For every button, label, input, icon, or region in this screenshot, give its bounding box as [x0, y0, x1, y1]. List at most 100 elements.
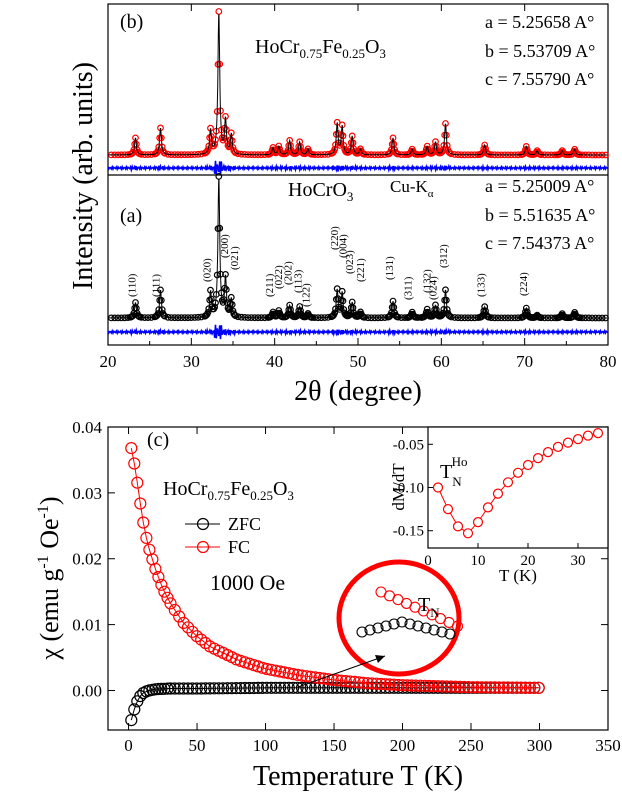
fc-point — [523, 681, 537, 694]
fc-point — [471, 681, 484, 694]
zfc-point — [260, 681, 273, 694]
mag-y-tick-label: 0.03 — [72, 484, 102, 503]
inset-point — [482, 502, 494, 513]
fc-point — [131, 476, 144, 489]
fc-point — [405, 679, 418, 692]
fc-point — [440, 680, 453, 693]
zoom-data — [356, 586, 464, 640]
miller-index-label: (133) — [476, 273, 488, 297]
zfc-point — [256, 681, 269, 695]
fc-point — [387, 678, 401, 691]
zfc-point — [225, 682, 238, 695]
mag-x-tick-label: 200 — [390, 736, 416, 755]
inset-x-label: T (K) — [499, 566, 537, 585]
zfc-point — [221, 682, 234, 695]
fc-point — [295, 669, 309, 682]
miller-index-label: (110) — [127, 273, 139, 297]
xrd-x-axis-label: 2θ (degree) — [294, 376, 422, 407]
inset-point — [552, 441, 564, 452]
tn-main: T — [418, 594, 430, 616]
mag-y-tick-label: 0.01 — [72, 616, 102, 635]
panel-a-observed-point — [204, 309, 212, 316]
inset-ticks: 0 10 20 30 -0.05 -0.10 -0.15 — [393, 437, 586, 569]
compound-c-sub1: 0.75 — [207, 488, 230, 503]
legend: ZFC FC — [185, 514, 261, 557]
fc-point — [462, 680, 475, 694]
inset-point — [502, 477, 514, 488]
fc-point — [519, 681, 532, 694]
inset-point — [472, 516, 484, 528]
susceptibility-plot: 0 50 100 150 200 250 300 3500.000.010.020.030.0… — [35, 418, 621, 792]
legend-fc-label: FC — [228, 537, 250, 557]
fc-point — [274, 665, 287, 678]
zfc-point — [128, 703, 141, 716]
zfc-point — [155, 682, 168, 696]
zfc-point — [238, 681, 252, 695]
inset-data — [432, 428, 604, 539]
panel-b-label: (b) — [120, 11, 143, 33]
inset-tn-sup: Ho — [452, 454, 468, 469]
zfc-point — [234, 681, 247, 695]
panel-b-observed-point — [481, 141, 489, 149]
panel-c-compound: HoCr0.75Fe0.25O3 — [163, 478, 294, 503]
compound-c-sub3: 3 — [287, 488, 294, 503]
miller-index-label: (122) — [301, 283, 313, 307]
zoom-zfc-point — [436, 626, 448, 638]
lattice-b-c: c = 7.55790 A° — [485, 69, 594, 89]
legend-zfc-label: ZFC — [228, 514, 261, 534]
zfc-point — [190, 682, 203, 695]
fc-point — [287, 667, 300, 681]
radiation-main: Cu-K — [390, 177, 429, 196]
zfc-point — [243, 681, 256, 695]
zoom-arrow-line — [297, 655, 386, 688]
fc-point — [379, 678, 392, 691]
compound-b-sub1: 0.75 — [299, 46, 322, 61]
fc-point — [383, 678, 396, 691]
fc-point — [152, 570, 165, 584]
xrd-x-tick-label: 70 — [516, 352, 533, 371]
zfc-point — [252, 681, 265, 695]
miller-index-label: (020) — [202, 258, 214, 282]
fc-point — [449, 680, 462, 693]
panel-b-observed-point — [154, 147, 162, 155]
miller-index-label: (022) — [273, 265, 285, 289]
panel-b-observed-point — [432, 138, 439, 146]
inset-point — [432, 482, 444, 493]
tn-label: TN — [418, 594, 440, 620]
inset-point — [492, 488, 504, 499]
fc-point — [501, 681, 515, 694]
fc-point — [414, 679, 427, 692]
fc-point — [344, 675, 357, 688]
zfc-point — [177, 682, 190, 695]
fc-point — [488, 681, 501, 694]
fc-point — [396, 679, 409, 692]
fc-point — [497, 681, 510, 694]
fc-point — [309, 671, 322, 684]
fc-point — [480, 681, 493, 694]
zfc-point — [164, 682, 177, 695]
panel-b-difference-line — [107, 160, 609, 176]
panel-a-observed-point — [134, 312, 142, 319]
zfc-point — [199, 682, 212, 695]
panel-a-observed-point — [161, 312, 169, 320]
zfc-point — [186, 682, 199, 695]
zfc-point — [203, 682, 216, 695]
inset-point — [512, 467, 524, 478]
chi-oe: Oe — [35, 518, 64, 555]
zoom-fc-point — [451, 620, 464, 632]
miller-index-label: (200) — [219, 234, 231, 258]
fc-point — [140, 531, 153, 545]
zfc-point — [278, 681, 291, 694]
panel-a-observed-point — [432, 301, 439, 309]
fc-point — [256, 661, 269, 674]
compound-b-sub2: 0.25 — [342, 46, 365, 61]
miller-index-label: (111) — [151, 274, 163, 297]
chi-exp1: -1 — [35, 555, 52, 568]
inset-point — [542, 447, 554, 458]
panel-a-calculated-line — [108, 178, 608, 319]
fc-point — [158, 585, 171, 598]
compound-c-part2: Fe — [230, 478, 250, 500]
inset-x-tick-label: 10 — [471, 553, 486, 569]
fc-point — [444, 680, 458, 693]
fc-point — [339, 674, 352, 688]
